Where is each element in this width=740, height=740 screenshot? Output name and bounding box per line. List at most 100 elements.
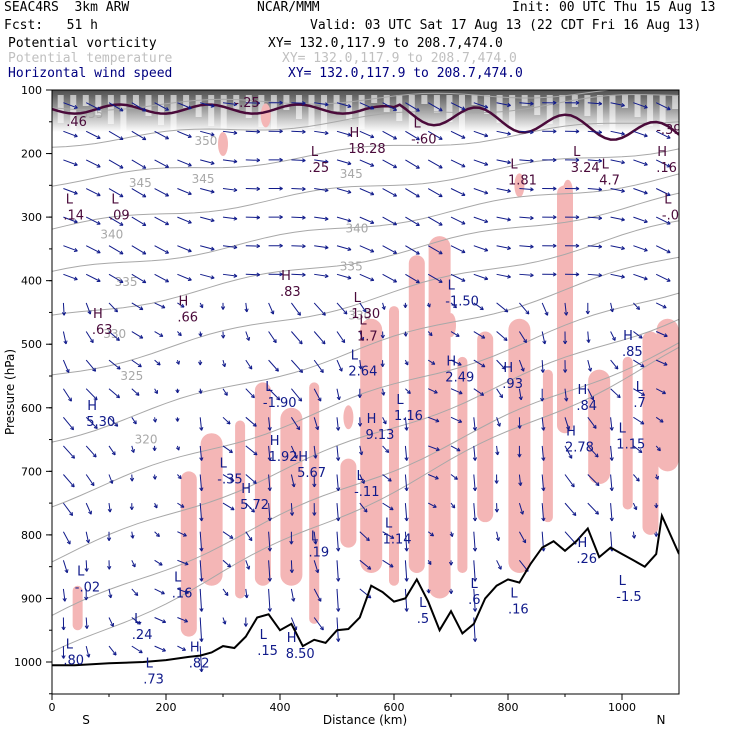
stratosphere-streak [308, 95, 315, 128]
wind-vector [85, 531, 90, 543]
wind-vector [405, 130, 420, 141]
wind-vector [336, 417, 339, 431]
wind-vector [496, 445, 499, 455]
wind-vector [519, 302, 530, 315]
wind-arrowhead [598, 244, 603, 249]
wind-vector [473, 417, 476, 431]
hl-letter: L [359, 313, 367, 328]
wind-vector [290, 302, 301, 316]
stratosphere-streak [596, 95, 603, 125]
wind-vector [428, 445, 440, 451]
wind-arrowhead [520, 367, 525, 372]
wind-arrowhead [598, 101, 603, 106]
wind-vector [405, 388, 411, 394]
wind-arrowhead [302, 101, 306, 106]
wind-vector [85, 445, 97, 458]
wind-arrowhead [452, 304, 457, 309]
wind-vector [131, 130, 147, 141]
wind-arrowhead [302, 186, 306, 192]
wind-vector [610, 188, 625, 192]
wind-vector [473, 216, 488, 223]
wind-vector [291, 159, 306, 162]
wind-arrowhead [451, 504, 456, 509]
hl-letter: H [623, 329, 633, 344]
stratosphere-streak [321, 95, 328, 137]
wind-vector [382, 273, 397, 283]
hl-letter: L [174, 571, 182, 586]
wind-arrowhead [518, 396, 523, 401]
wind-vector [314, 159, 329, 163]
wind-arrowhead [221, 334, 226, 339]
wind-arrowhead [435, 447, 440, 452]
wind-arrowhead [73, 190, 78, 195]
wind-vector [359, 273, 374, 281]
hl-letter: L [265, 380, 273, 395]
x-tick-label: 1000 [608, 701, 636, 714]
wind-vector [85, 245, 101, 254]
wind-arrowhead [92, 453, 97, 458]
wind-arrowhead [540, 397, 545, 402]
pv-blob [260, 103, 271, 128]
hl-value: .14 [63, 209, 84, 224]
theta-contour-line [52, 173, 679, 272]
stratosphere-streak [471, 95, 478, 105]
wind-arrowhead [279, 214, 283, 220]
wind-vector [291, 130, 306, 133]
wind-vector [290, 417, 300, 431]
wind-vector [268, 417, 271, 431]
wind-arrowhead [246, 336, 251, 341]
wind-arrowhead [472, 577, 478, 582]
wind-vector [428, 416, 440, 422]
x-end-label-south: S [82, 713, 90, 727]
wind-arrowhead [162, 647, 166, 652]
wind-arrowhead [279, 186, 283, 191]
theta-contour-label: 330 [103, 327, 126, 341]
pv-blob [180, 471, 197, 637]
wind-arrowhead [298, 397, 303, 402]
wind-vector [450, 245, 466, 253]
hl-value: -.25 [234, 96, 259, 111]
stratosphere-pv-shading [52, 90, 679, 137]
wind-vector [427, 188, 443, 198]
wind-vector [587, 245, 602, 248]
wind-vector [359, 188, 374, 196]
wind-vector [473, 273, 488, 280]
wind-arrowhead [552, 100, 557, 105]
wind-vector [154, 645, 166, 652]
wind-arrowhead [621, 160, 625, 165]
wind-arrowhead [552, 215, 557, 220]
wind-vector [610, 102, 625, 107]
wind-arrowhead [347, 132, 352, 137]
wind-vector [450, 159, 466, 168]
wind-arrowhead [609, 427, 614, 431]
plot-frame [51, 89, 680, 695]
wind-vector [199, 588, 203, 612]
wind-vector [62, 560, 68, 573]
y-axis-label: Pressure (hPa) [3, 349, 17, 435]
wind-vector [496, 245, 511, 250]
wind-arrowhead [228, 449, 233, 454]
wind-vector [587, 188, 602, 191]
wind-arrowhead [438, 193, 443, 198]
wind-arrowhead [461, 220, 466, 225]
wind-arrowhead [525, 310, 530, 315]
wind-vector [131, 245, 147, 255]
wind-vector [450, 331, 460, 337]
wind-arrowhead [595, 482, 600, 487]
wind-arrowhead [631, 534, 637, 539]
wind-arrowhead [165, 278, 170, 283]
wind-arrowhead [73, 219, 78, 224]
hl-letter: L [619, 421, 627, 436]
wind-vector [496, 302, 509, 313]
wind-vector [473, 503, 476, 522]
wind-vector [222, 559, 231, 568]
wind-arrowhead [663, 361, 668, 366]
wind-arrowhead [321, 311, 326, 316]
wind-arrowhead [415, 222, 420, 226]
wind-arrowhead [621, 217, 625, 222]
wind-vector [405, 159, 420, 169]
hl-value: .84 [576, 399, 597, 414]
stratosphere-streak [634, 95, 641, 117]
wind-vector [154, 130, 169, 140]
wind-arrowhead [370, 105, 375, 110]
